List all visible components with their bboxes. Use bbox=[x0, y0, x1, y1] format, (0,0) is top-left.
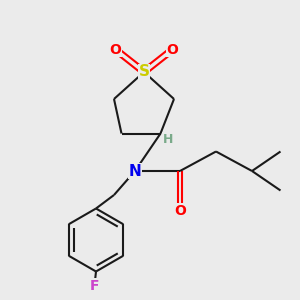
Text: O: O bbox=[110, 43, 122, 56]
Text: S: S bbox=[139, 64, 149, 80]
Text: O: O bbox=[167, 43, 178, 56]
Text: F: F bbox=[90, 279, 99, 293]
Text: N: N bbox=[129, 164, 141, 178]
Text: O: O bbox=[174, 204, 186, 218]
Text: H: H bbox=[163, 133, 173, 146]
